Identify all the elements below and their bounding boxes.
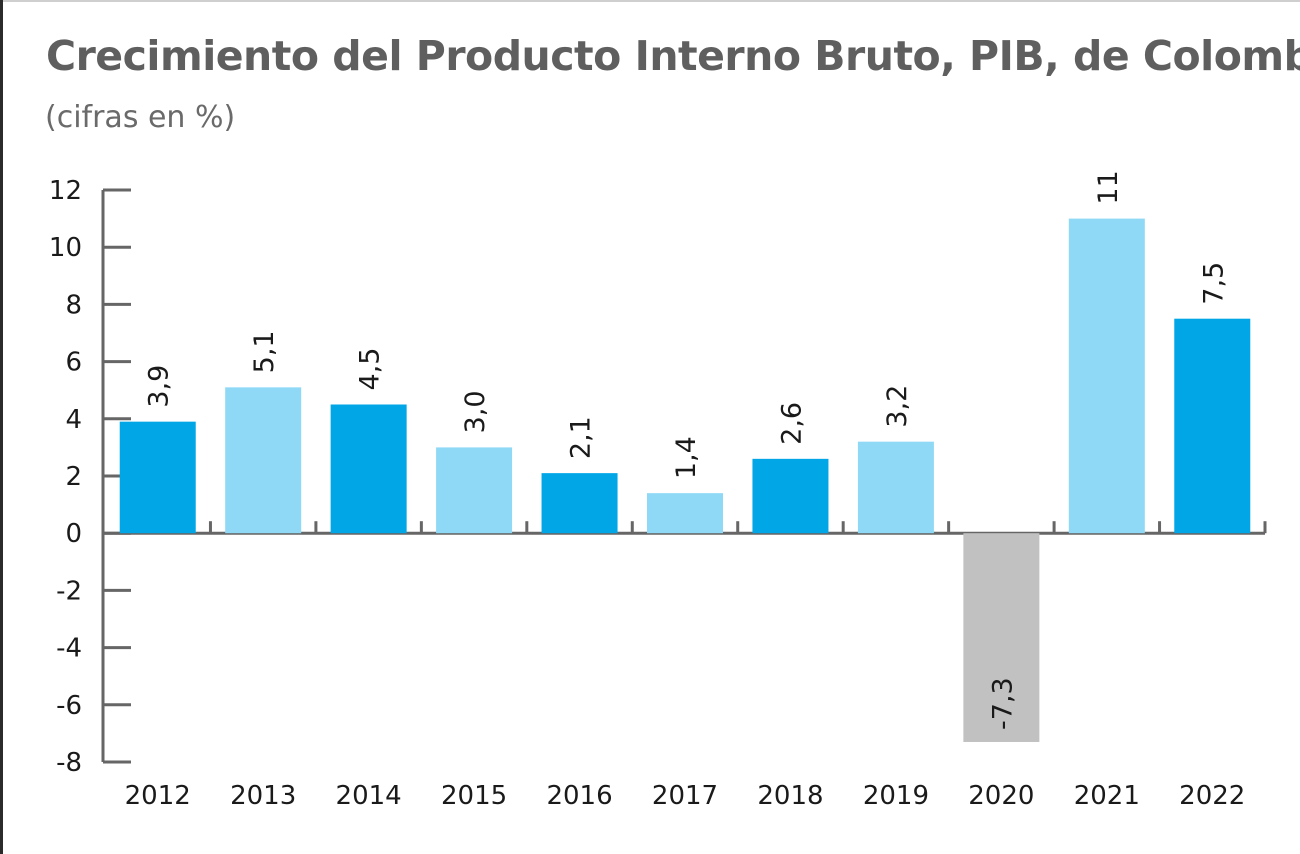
bar-2018 (752, 458, 829, 534)
chart-y-tick-labels: -8 -6 -4 -2 0 2 4 6 8 10 12 (49, 176, 82, 778)
bar-2021 (1068, 218, 1145, 534)
x-tick-label: 2020 (968, 781, 1034, 811)
bar-2015 (436, 447, 513, 534)
bar-2012 (119, 421, 196, 534)
bar-2022 (1174, 318, 1251, 534)
data-label-2022: 7,5 (1198, 262, 1229, 305)
y-tick-label: -2 (56, 576, 82, 606)
x-tick-label: 2012 (125, 781, 191, 811)
chart-x-tick-labels: 2012 2013 2014 2015 2016 2017 2018 2019 2020 2021… (125, 781, 1246, 811)
data-label-2019: 3,2 (882, 385, 913, 428)
chart-bars (119, 218, 1251, 742)
y-tick-label: 8 (65, 290, 82, 320)
bar-2020 (963, 533, 1040, 742)
bar-2014 (330, 404, 407, 534)
x-tick-label: 2013 (230, 781, 296, 811)
y-tick-label: 2 (65, 462, 82, 492)
data-label-2017: 1,4 (671, 436, 702, 479)
y-tick-label: 4 (65, 405, 82, 435)
y-tick-label: -8 (56, 748, 82, 778)
bar-2019 (857, 441, 934, 534)
y-tick-label: 10 (49, 233, 82, 263)
x-tick-label: 2016 (546, 781, 612, 811)
x-tick-label: 2015 (441, 781, 507, 811)
left-border (0, 0, 3, 854)
bar-2016 (541, 473, 618, 534)
data-label-2013: 5,1 (249, 330, 280, 373)
chart-subtitle: (cifras en %) (45, 100, 236, 135)
data-label-2021: 11 (1093, 170, 1124, 204)
x-tick-label: 2018 (757, 781, 823, 811)
y-tick-label: -4 (56, 634, 82, 664)
y-tick-label: 0 (65, 519, 82, 549)
y-tick-label: 12 (49, 176, 82, 206)
y-tick-label: -6 (56, 691, 82, 721)
data-label-2015: 3,0 (460, 390, 491, 433)
y-tick-label: 6 (65, 348, 82, 378)
chart-title: Crecimiento del Producto Interno Bruto, … (46, 32, 1300, 80)
x-tick-label: 2021 (1074, 781, 1140, 811)
x-tick-label: 2017 (652, 781, 718, 811)
chart-data-labels: 3,9 5,1 4,5 3,0 2,1 1,4 2,6 3,2 -7,3 11 7,5 (144, 170, 1230, 730)
bar-2017 (647, 493, 723, 534)
top-border (0, 0, 1300, 2)
data-label-2014: 4,5 (355, 348, 386, 391)
bar-2013 (225, 387, 302, 534)
data-label-2018: 2,6 (776, 402, 807, 445)
data-label-2012: 3,9 (144, 365, 175, 408)
data-label-2020: -7,3 (987, 677, 1018, 730)
x-tick-label: 2014 (336, 781, 402, 811)
x-tick-label: 2022 (1179, 781, 1245, 811)
data-label-2016: 2,1 (566, 416, 597, 459)
x-tick-label: 2019 (863, 781, 929, 811)
